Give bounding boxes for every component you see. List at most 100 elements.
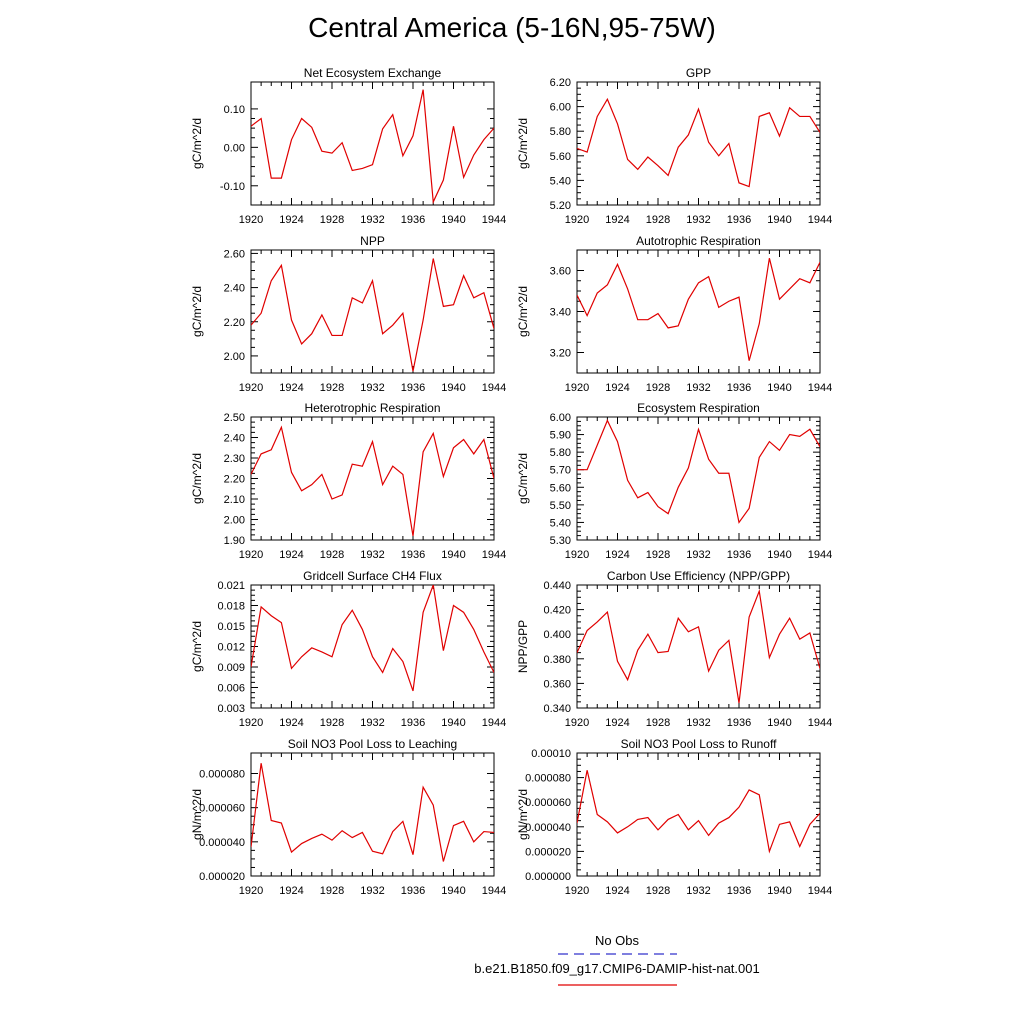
x-tick-label: 1944 (808, 549, 832, 561)
x-tick-label: 1924 (605, 214, 629, 226)
x-tick-label: 1944 (482, 549, 506, 561)
plot-frame (576, 81, 821, 206)
x-tick-label: 1944 (482, 717, 506, 729)
x-tick-label: 1920 (239, 382, 263, 394)
series-line (251, 763, 494, 862)
y-tick-label: 0.00 (224, 142, 245, 154)
x-tick-label: 1936 (727, 717, 751, 729)
y-tick-label: 2.00 (224, 351, 245, 363)
x-tick-label: 1932 (360, 214, 384, 226)
panel-title: GPP (686, 66, 711, 80)
y-tick-label: 3.20 (550, 348, 571, 360)
x-tick-label: 1940 (767, 885, 791, 897)
y-tick-label: 0.400 (543, 629, 571, 641)
panel-title: Autotrophic Respiration (636, 234, 761, 248)
y-tick-label: 6.20 (550, 77, 571, 89)
x-tick-label: 1920 (239, 214, 263, 226)
y-axis-label: gC/m^2/d (190, 453, 204, 504)
y-tick-label: 0.380 (543, 654, 571, 666)
y-axis-label: gC/m^2/d (516, 286, 530, 337)
panel-title: Soil NO3 Pool Loss to Runoff (621, 737, 778, 751)
x-tick-label: 1940 (441, 885, 465, 897)
x-tick-label: 1932 (360, 382, 384, 394)
y-tick-label: 2.40 (224, 433, 245, 445)
x-tick-label: 1936 (401, 214, 425, 226)
x-tick-label: 1944 (808, 717, 832, 729)
y-axis-label: gC/m^2/d (190, 621, 204, 672)
panel-title: NPP (360, 234, 385, 248)
y-axis-label: gC/m^2/d (516, 118, 530, 169)
x-tick-label: 1940 (767, 214, 791, 226)
panel-3: NPP gC/m^2/d 1920 1924 1928 1932 1936 1940 1944 2… (190, 234, 506, 394)
x-tick-label: 1928 (320, 214, 344, 226)
y-tick-label: 5.40 (550, 175, 571, 187)
plot-frame (250, 249, 495, 374)
y-tick-label: 5.80 (550, 126, 571, 138)
x-tick-label: 1924 (279, 885, 303, 897)
x-tick-label: 1932 (360, 549, 384, 561)
legend-lines (558, 953, 677, 986)
y-tick-label: 5.60 (550, 482, 571, 494)
panel-10: Soil NO3 Pool Loss to Runoff gN/m^2/d 1920… (516, 737, 832, 897)
x-tick-label: 1932 (686, 214, 710, 226)
y-tick-label: 5.90 (550, 430, 571, 442)
x-tick-label: 1920 (239, 549, 263, 561)
x-tick-label: 1944 (808, 885, 832, 897)
y-axis-label: gN/m^2/d (516, 789, 530, 840)
y-tick-label: 3.60 (550, 266, 571, 278)
x-tick-label: 1924 (279, 549, 303, 561)
series-line (251, 425, 494, 536)
series-line (577, 770, 820, 854)
x-tick-label: 1928 (320, 717, 344, 729)
y-tick-label: 6.00 (550, 102, 571, 114)
y-tick-label: 2.30 (224, 453, 245, 465)
y-tick-label: 0.420 (543, 605, 571, 617)
y-tick-label: 5.40 (550, 517, 571, 529)
x-tick-label: 1920 (565, 885, 589, 897)
x-tick-label: 1924 (605, 885, 629, 897)
x-tick-label: 1920 (565, 549, 589, 561)
x-tick-label: 1936 (401, 382, 425, 394)
y-tick-label: 0.340 (543, 703, 571, 715)
y-axis-label: gC/m^2/d (190, 118, 204, 169)
x-tick-label: 1928 (646, 717, 670, 729)
x-tick-label: 1932 (686, 717, 710, 729)
panel-8: Carbon Use Efficiency (NPP/GPP) NPP/GPP 19… (516, 569, 832, 729)
panel-title: Heterotrophic Respiration (304, 401, 440, 415)
y-axis-label: gC/m^2/d (190, 286, 204, 337)
y-tick-label: 0.000020 (525, 846, 571, 858)
series-line (577, 588, 820, 704)
x-tick-label: 1936 (727, 549, 751, 561)
x-tick-label: 1940 (767, 717, 791, 729)
y-tick-label: 0.003 (217, 703, 245, 715)
plot-frame (250, 584, 495, 709)
x-tick-label: 1924 (605, 549, 629, 561)
y-tick-label: 0.015 (217, 621, 245, 633)
panel-title: Ecosystem Respiration (637, 401, 760, 415)
series-line (251, 89, 494, 205)
x-tick-label: 1920 (565, 717, 589, 729)
plot-frame (576, 249, 821, 374)
x-tick-label: 1924 (279, 382, 303, 394)
x-tick-label: 1920 (239, 885, 263, 897)
y-tick-label: 0.000060 (199, 803, 245, 815)
y-tick-label: 5.60 (550, 151, 571, 163)
x-tick-label: 1924 (605, 382, 629, 394)
x-tick-label: 1936 (727, 382, 751, 394)
x-tick-label: 1920 (565, 214, 589, 226)
x-tick-label: 1928 (320, 382, 344, 394)
y-tick-label: 2.20 (224, 317, 245, 329)
x-tick-label: 1924 (279, 214, 303, 226)
y-tick-label: 3.40 (550, 307, 571, 319)
y-tick-label: 0.018 (217, 601, 245, 613)
x-tick-label: 1940 (767, 382, 791, 394)
x-tick-label: 1920 (239, 717, 263, 729)
series-line (577, 97, 820, 188)
x-tick-label: 1928 (320, 885, 344, 897)
y-tick-label: 1.90 (224, 535, 245, 547)
x-tick-label: 1928 (646, 382, 670, 394)
y-axis-label: gN/m^2/d (190, 789, 204, 840)
x-tick-label: 1932 (686, 885, 710, 897)
panel-4: Autotrophic Respiration gC/m^2/d 1920 1924 1… (516, 234, 832, 394)
panel-2: GPP gC/m^2/d 1920 1924 1928 1932 1936 1940 1944 5… (516, 66, 832, 226)
